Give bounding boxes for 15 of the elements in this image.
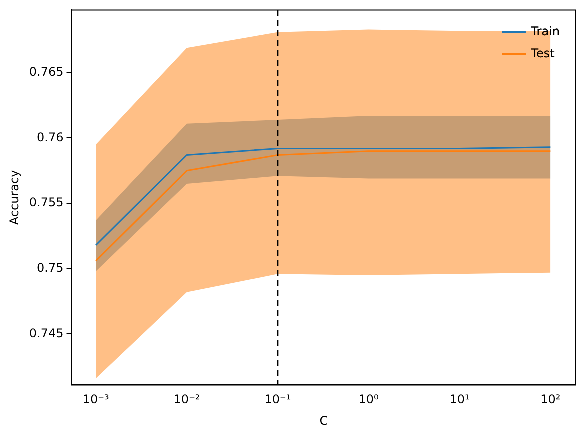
x-tick-label: 10¹ (450, 392, 470, 407)
x-tick-label: 10⁻¹ (264, 392, 292, 407)
x-axis-title: C (320, 414, 328, 428)
y-tick-label: 0.745 (29, 326, 64, 340)
y-tick-label: 0.755 (29, 196, 64, 210)
y-tick-label: 0.765 (29, 65, 64, 80)
y-tick-label: 0.76 (37, 130, 64, 144)
y-axis-title: Accuracy (7, 170, 22, 226)
x-tick-label: 10⁻² (174, 392, 200, 407)
legend-label: Test (530, 46, 556, 60)
x-tick-label: 10⁻³ (82, 392, 110, 407)
x-tick-label: 10² (540, 392, 561, 407)
y-tick-label: 0.75 (37, 261, 64, 276)
x-tick-label: 10⁰ (358, 392, 380, 407)
legend-label: Train (530, 24, 560, 38)
